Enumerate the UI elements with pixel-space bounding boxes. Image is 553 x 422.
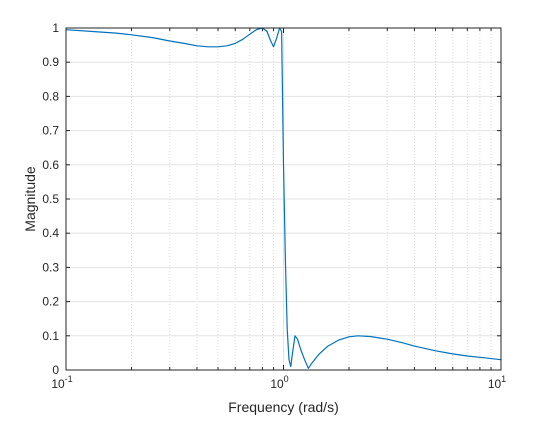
y-tick-label: 0.5 <box>42 192 59 206</box>
y-tick-label: 0.3 <box>42 260 59 274</box>
x-tick-label: 101 <box>488 374 506 391</box>
y-tick-label: 0.9 <box>42 55 59 69</box>
y-tick-label: 0.6 <box>42 158 59 172</box>
x-tick-label: 100 <box>270 374 288 391</box>
grid <box>66 28 501 370</box>
y-tick-label: 0.7 <box>42 124 59 138</box>
series-layer <box>65 27 502 369</box>
y-tick-label: 0.8 <box>42 89 59 103</box>
y-tick-label: 0 <box>52 363 59 377</box>
y-tick-label: 0.4 <box>42 226 59 240</box>
magnitude-line <box>65 27 502 369</box>
y-tick-label: 0.2 <box>42 295 59 309</box>
x-axis-label: Frequency (rad/s) <box>228 399 338 415</box>
x-tick-label: 10-1 <box>51 374 72 391</box>
y-tick-label: 0.1 <box>42 329 59 343</box>
ticks: 0 0.1 0.2 0.3 0.4 0.5 0.6 0.7 0.8 0.9 1 10-1 100 101 <box>42 21 506 391</box>
y-tick-label: 1 <box>52 21 59 35</box>
y-axis-label: Magnitude <box>22 166 38 232</box>
